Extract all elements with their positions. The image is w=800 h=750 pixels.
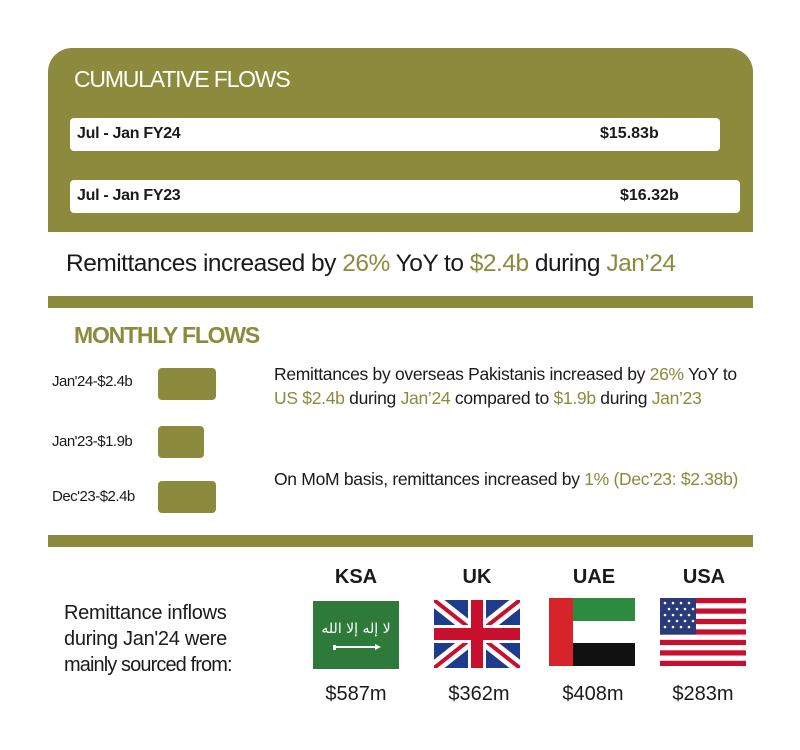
country-name-uk: UK bbox=[462, 566, 492, 588]
monthly-paragraph-1: Remittances by overseas Pakistanis incre… bbox=[274, 362, 754, 410]
headline-percent: 26% bbox=[342, 250, 390, 277]
para-highlight: US $2.4b bbox=[274, 388, 345, 408]
monthly-bar-label: Jan'23-$1.9b bbox=[52, 433, 133, 450]
cumulative-bar-value: $15.83b bbox=[600, 125, 659, 142]
section-divider bbox=[48, 296, 753, 308]
saudi-flag-icon: لا إله إلا الله bbox=[313, 601, 399, 669]
country-name-uae: UAE bbox=[572, 566, 616, 588]
para-text: On MoM basis, remittances increased by bbox=[274, 469, 585, 489]
country-amount-ksa: $587m bbox=[325, 683, 387, 705]
uae-flag-icon bbox=[549, 598, 635, 666]
para-text: during bbox=[344, 388, 401, 408]
monthly-bar-dec23 bbox=[158, 481, 216, 513]
country-name-ksa: KSA bbox=[334, 566, 378, 588]
cumulative-bar-fy23: Jul - Jan FY23 $16.32b bbox=[70, 180, 740, 213]
cumulative-bar-label: Jul - Jan FY24 bbox=[77, 125, 181, 142]
country-amount-uae: $408m bbox=[562, 683, 624, 705]
monthly-flows-title: MONTHLY FLOWS bbox=[74, 322, 260, 348]
cumulative-flows-panel: CUMULATIVE FLOWS Jul - Jan FY24 $15.83b … bbox=[48, 48, 753, 232]
monthly-bar-label: Dec'23-$2.4b bbox=[52, 488, 135, 505]
cumulative-bar-fy24: Jul - Jan FY24 $15.83b bbox=[70, 118, 720, 151]
sources-text-line: mainly sourced from: bbox=[64, 654, 233, 676]
headline-text: during bbox=[528, 250, 607, 277]
para-highlight: $1.9b bbox=[553, 388, 596, 408]
country-name-usa: USA bbox=[682, 566, 726, 588]
section-divider bbox=[48, 535, 753, 547]
sources-text: Remittance inflows during Jan'24 were ma… bbox=[64, 600, 233, 678]
sources-text-line: Remittance inflows bbox=[64, 602, 227, 624]
monthly-bar-jan23 bbox=[158, 426, 204, 458]
cumulative-flows-title: CUMULATIVE FLOWS bbox=[74, 66, 291, 92]
headline-amount: $2.4b bbox=[469, 250, 529, 277]
usa-flag-icon bbox=[660, 598, 746, 666]
monthly-bar-label: Jan'24-$2.4b bbox=[52, 373, 133, 390]
headline: Remittances increased by 26% YoY to $2.4… bbox=[66, 250, 676, 278]
para-text: Remittances by overseas Pakistanis incre… bbox=[274, 364, 650, 384]
sources-text-line: during Jan'24 were bbox=[64, 628, 227, 650]
monthly-paragraph-2: On MoM basis, remittances increased by 1… bbox=[274, 467, 754, 491]
monthly-bar-jan24 bbox=[158, 368, 216, 400]
para-highlight: Jan’23 bbox=[651, 388, 702, 408]
para-text: YoY to bbox=[683, 364, 737, 384]
svg-text:لا إله إلا الله: لا إله إلا الله bbox=[321, 621, 390, 637]
headline-text: YoY to bbox=[389, 250, 470, 277]
para-highlight: Jan’24 bbox=[400, 388, 451, 408]
cumulative-bar-label: Jul - Jan FY23 bbox=[77, 187, 181, 204]
country-amount-uk: $362m bbox=[448, 683, 510, 705]
headline-month: Jan’24 bbox=[606, 250, 676, 277]
uk-flag-icon bbox=[434, 600, 520, 668]
para-text: compared to bbox=[450, 388, 554, 408]
para-text: during bbox=[595, 388, 652, 408]
headline-text: Remittances increased by bbox=[66, 250, 343, 277]
cumulative-bar-value: $16.32b bbox=[620, 187, 679, 204]
para-highlight: 26% bbox=[649, 364, 684, 384]
para-highlight: 1% (Dec’23: $2.38b) bbox=[584, 469, 739, 489]
country-amount-usa: $283m bbox=[672, 683, 734, 705]
